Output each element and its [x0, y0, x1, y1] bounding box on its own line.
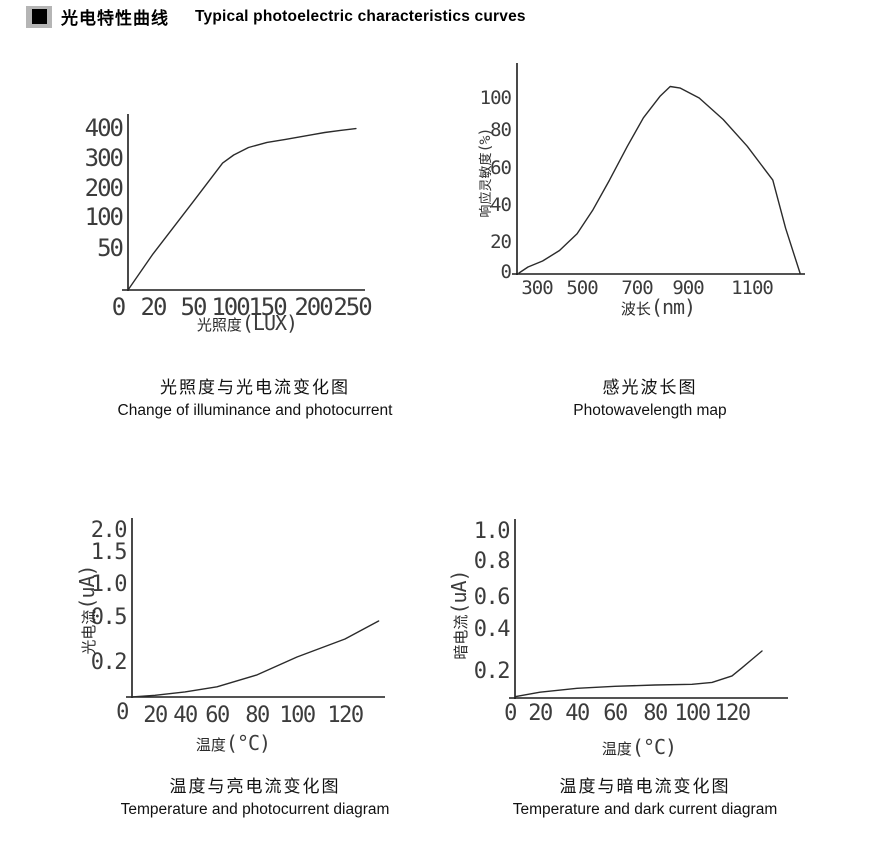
- y-axis-label-zh: 响应灵敏度: [478, 152, 493, 218]
- y-tick-label: 100: [84, 203, 124, 231]
- plot-canvas: [512, 63, 805, 275]
- x-axis-label-unit: (°C): [225, 731, 271, 755]
- x-axis-label-zh: 温度: [601, 742, 632, 758]
- y-tick-label: 40: [490, 194, 512, 216]
- x-tick-label: 700: [621, 277, 653, 299]
- chart-caption: 光照度与光电流变化图 Change of illuminance and pho…: [70, 373, 440, 420]
- y-axis-label-unit: (%): [476, 128, 494, 153]
- x-tick-label: 40: [565, 701, 590, 726]
- temperature-dark-current-chart: 1.0 0.8 0.6 0.4 0.2 0 20 40 60 80 100 12…: [430, 505, 795, 765]
- y-tick-label: 0.5: [90, 605, 128, 630]
- x-tick-label: 100: [211, 293, 250, 321]
- y-tick-label: 100: [479, 87, 512, 109]
- x-tick-label: 0: [504, 701, 517, 726]
- chart-caption-zh: 感光波长图: [602, 378, 698, 397]
- spectral-response-chart: 100 80 60 40 20 0 300 500 700 900 1100 响…: [440, 55, 840, 355]
- x-tick-label: 60: [603, 701, 628, 726]
- bullet-square-icon: [31, 9, 47, 24]
- x-tick-label: 40: [173, 703, 198, 728]
- chart-caption-zh: 温度与亮电流变化图: [169, 777, 341, 796]
- x-axis-label: 温度(°C): [133, 731, 333, 755]
- x-tick-label: 0: [111, 293, 126, 321]
- chart-caption-en: Temperature and dark current diagram: [512, 801, 778, 818]
- plot-canvas: [509, 519, 788, 699]
- x-tick-label: 50: [180, 293, 208, 321]
- chart-caption: 感光波长图 Photowavelength map: [490, 373, 810, 420]
- plot-canvas: [122, 114, 365, 291]
- x-tick-label: 100: [279, 703, 316, 728]
- x-tick-label: 80: [643, 701, 668, 726]
- x-axis-label-zh: 光照度: [196, 318, 242, 334]
- x-axis-label: 波长(nm): [558, 295, 758, 319]
- x-axis-label-zh: 波长: [620, 302, 651, 318]
- y-axis-label-unit: (uA): [447, 570, 471, 615]
- x-tick-label: 150: [248, 293, 287, 321]
- page-header: 光电特性曲线 Typical photoelectric characteris…: [26, 4, 526, 29]
- chart-caption-en: Photowavelength map: [573, 402, 727, 419]
- x-tick-label: 120: [327, 703, 364, 728]
- x-tick-label: 120: [714, 701, 751, 726]
- y-tick-label: 0: [500, 261, 512, 283]
- chart-caption-zh: 光照度与光电流变化图: [160, 378, 350, 397]
- x-axis-label: 温度(°C): [539, 735, 739, 759]
- x-axis-label-zh: 温度: [195, 738, 226, 754]
- y-tick-label: 0.6: [473, 585, 511, 610]
- x-axis-label-unit: (°C): [631, 735, 677, 759]
- y-tick-label: 0.4: [473, 617, 511, 642]
- x-axis-label-unit: (nm): [650, 295, 696, 319]
- temperature-photocurrent-chart: 2.0 1.5 1.0 0.5 0.2 0 20 40 60 80 100 12…: [60, 505, 400, 765]
- y-axis-label: 光电流(uA): [75, 510, 99, 710]
- y-axis-label-zh: 暗电流: [454, 614, 470, 660]
- y-tick-label: 80: [490, 119, 512, 141]
- illuminance-photocurrent-chart: 400 300 200 100 50 0 20 50 100 150 200 2…: [60, 105, 380, 355]
- y-tick-label: 0.2: [473, 659, 511, 684]
- bullet-chip: [26, 5, 52, 28]
- y-tick-label: 1.0: [473, 519, 511, 544]
- y-axis-label-unit: (uA): [75, 565, 99, 610]
- y-tick-label: 0.2: [90, 650, 128, 675]
- y-tick-label: 1.5: [90, 540, 128, 565]
- page-title-zh: 光电特性曲线: [61, 9, 169, 28]
- page-title-en: Typical photoelectric characteristics cu…: [195, 7, 526, 25]
- y-tick-label: 1.0: [90, 572, 128, 597]
- x-axis-label: 光照度(LUX): [147, 311, 347, 335]
- x-tick-label: 500: [566, 277, 598, 299]
- x-tick-label: 0: [116, 700, 129, 725]
- x-tick-label: 60: [205, 703, 230, 728]
- curve-path: [127, 127, 357, 291]
- x-tick-label: 900: [672, 277, 704, 299]
- chart-caption-en: Change of illuminance and photocurrent: [117, 402, 393, 419]
- y-tick-label: 400: [84, 114, 124, 142]
- y-tick-label: 300: [84, 144, 124, 172]
- y-axis-label-zh: 光电流: [82, 609, 98, 655]
- chart-caption: 温度与暗电流变化图 Temperature and dark current d…: [460, 772, 830, 819]
- y-tick-label: 50: [97, 234, 124, 262]
- x-tick-label: 100: [674, 701, 711, 726]
- x-tick-label: 20: [528, 701, 553, 726]
- y-tick-label: 20: [490, 231, 512, 253]
- y-tick-label: 60: [490, 157, 512, 179]
- x-tick-label: 300: [521, 277, 553, 299]
- curve-path: [514, 650, 763, 698]
- x-tick-label: 20: [140, 293, 168, 321]
- y-tick-label: 0.8: [473, 549, 511, 574]
- y-tick-label: 2.0: [90, 518, 128, 543]
- x-tick-label: 80: [245, 703, 270, 728]
- chart-caption: 温度与亮电流变化图 Temperature and photocurrent d…: [70, 772, 440, 819]
- plot-canvas: [126, 518, 385, 698]
- curve-path: [131, 620, 380, 698]
- x-axis-label-unit: (LUX): [241, 311, 298, 335]
- y-axis-label: 响应灵敏度(%): [475, 73, 495, 273]
- curve-path: [518, 85, 801, 274]
- chart-caption-en: Temperature and photocurrent diagram: [120, 801, 390, 818]
- x-tick-label: 20: [143, 703, 168, 728]
- x-tick-label: 200: [294, 293, 333, 321]
- x-tick-label: 250: [333, 293, 372, 321]
- y-axis-label: 暗电流(uA): [447, 515, 471, 715]
- chart-caption-zh: 温度与暗电流变化图: [559, 777, 731, 796]
- y-tick-label: 200: [84, 174, 124, 202]
- x-tick-label: 1100: [731, 277, 774, 299]
